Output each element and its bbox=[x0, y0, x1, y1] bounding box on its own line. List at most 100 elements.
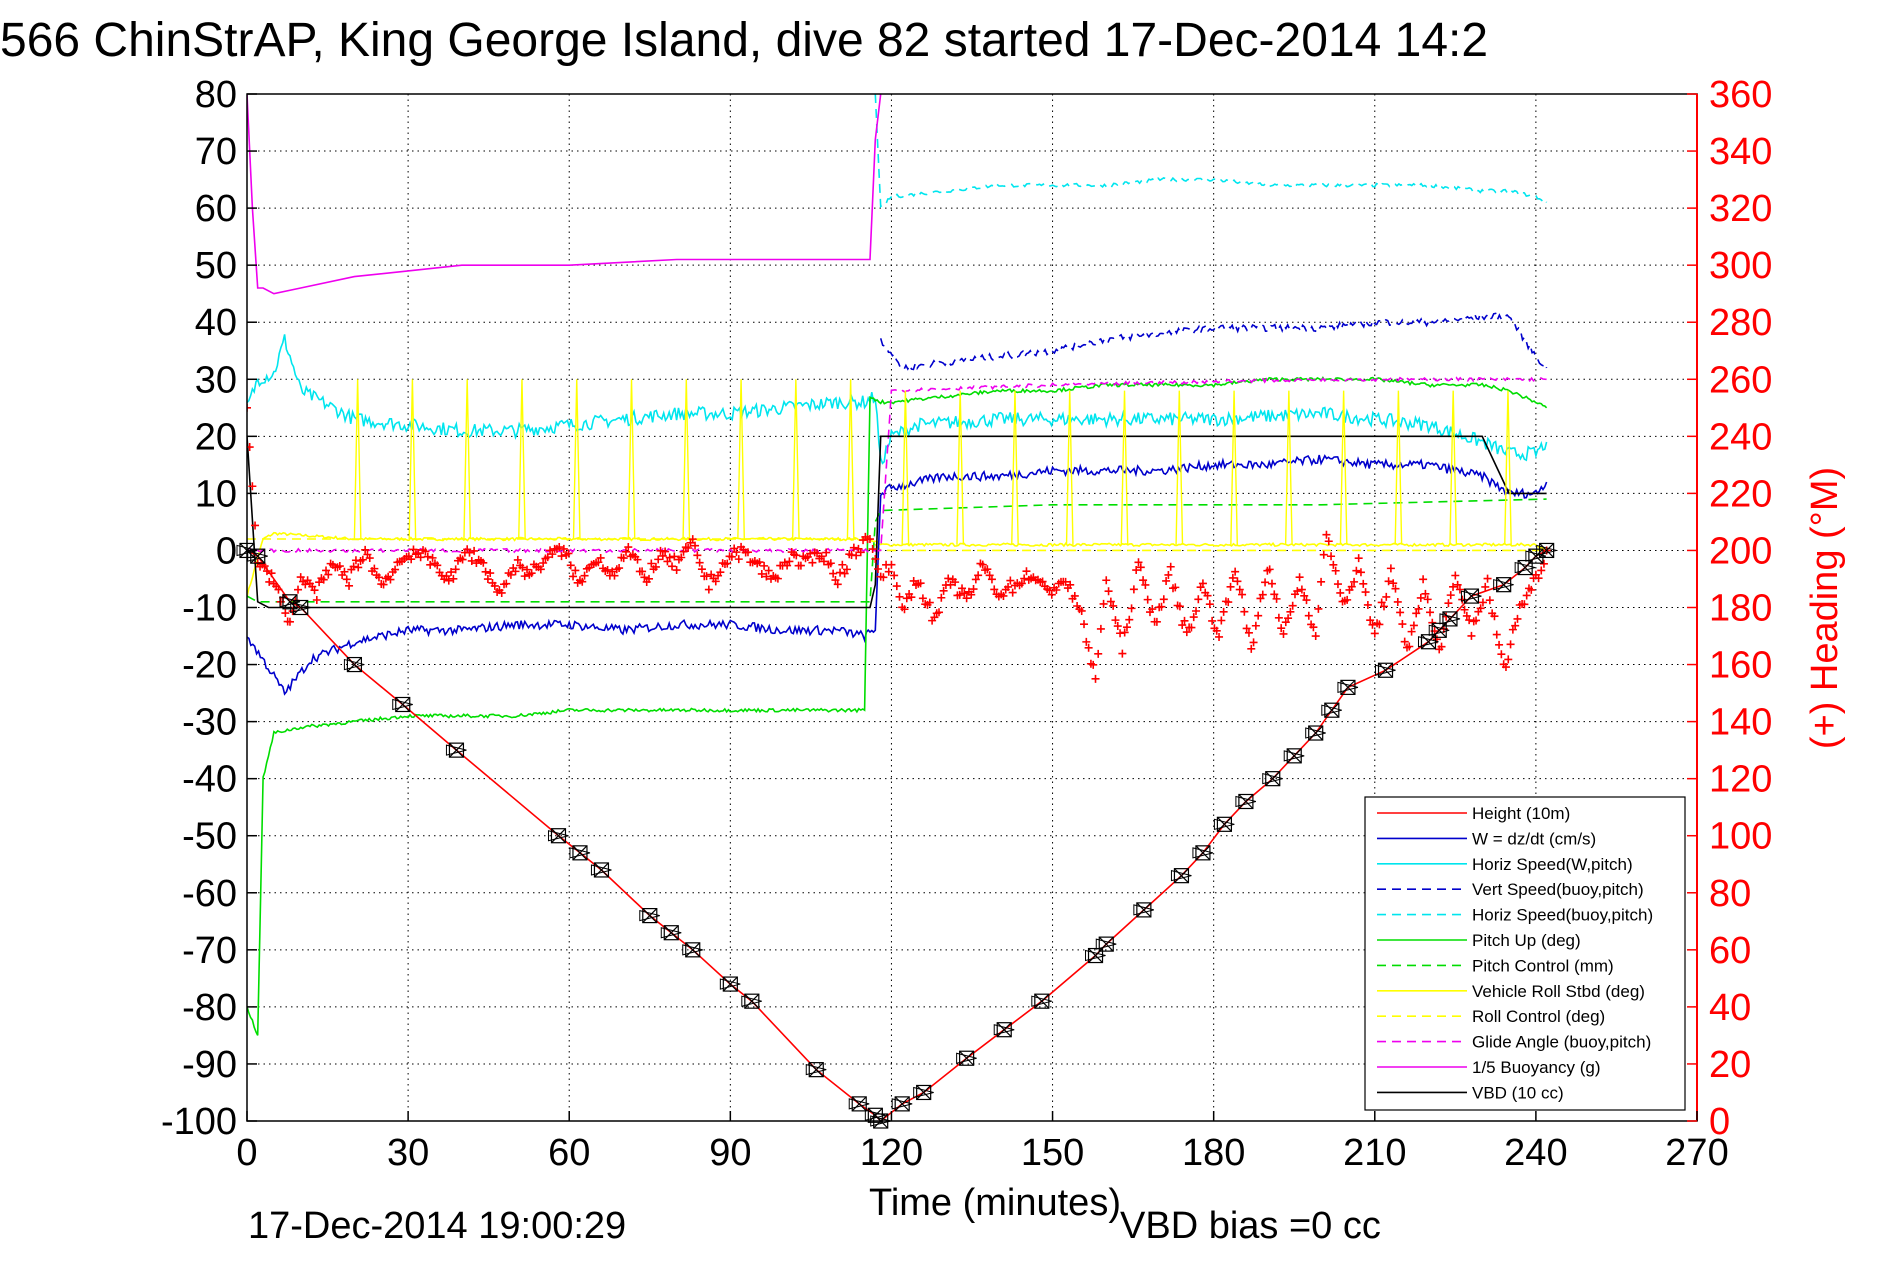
heading-point bbox=[502, 579, 511, 588]
heading-point bbox=[819, 557, 828, 566]
y-tick-label: 50 bbox=[195, 245, 237, 287]
roll-spike bbox=[1394, 390, 1403, 545]
heading-point bbox=[342, 575, 351, 584]
height-marker bbox=[639, 907, 660, 924]
heading-point bbox=[773, 574, 782, 583]
roll-spike bbox=[1120, 390, 1129, 545]
y-right-tick-label: 20 bbox=[1709, 1044, 1751, 1086]
heading-point bbox=[1304, 611, 1313, 620]
heading-point bbox=[1446, 591, 1455, 600]
heading-point bbox=[1476, 604, 1485, 613]
heading-point bbox=[1004, 582, 1013, 591]
roll-spike bbox=[627, 379, 636, 540]
height-marker bbox=[290, 599, 311, 616]
heading-point bbox=[951, 578, 960, 587]
heading-point bbox=[610, 571, 619, 580]
heading-point bbox=[1286, 607, 1295, 616]
legend-label: Pitch Control (mm) bbox=[1472, 956, 1614, 975]
heading-point bbox=[1522, 591, 1531, 600]
chart-title: 566 ChinStrAP, King George Island, dive … bbox=[0, 14, 1488, 67]
heading-point bbox=[1352, 566, 1361, 575]
heading-point bbox=[1182, 628, 1191, 637]
heading-point bbox=[1226, 582, 1235, 591]
height-marker bbox=[392, 696, 413, 713]
x-axis: 0 30 60 90 120 150 180 210 240 270 bbox=[236, 1111, 1729, 1174]
heading-point bbox=[1331, 566, 1340, 575]
heading-point bbox=[1251, 621, 1260, 630]
heading-point bbox=[1419, 575, 1428, 584]
y-tick-label: -70 bbox=[182, 930, 237, 972]
heading-point bbox=[879, 573, 888, 582]
heading-point bbox=[962, 594, 971, 603]
heading-point bbox=[697, 565, 706, 574]
heading-point bbox=[1113, 622, 1122, 631]
heading-point bbox=[826, 559, 835, 568]
heading-point bbox=[1379, 602, 1388, 611]
heading-point bbox=[386, 575, 395, 584]
heading-point bbox=[679, 547, 688, 556]
heading-point bbox=[1120, 628, 1129, 637]
heading-point bbox=[1080, 620, 1089, 629]
y-right-tick-label: 80 bbox=[1709, 873, 1751, 915]
height-marker bbox=[1305, 725, 1326, 741]
roll-spike bbox=[956, 390, 965, 545]
heading-point bbox=[1366, 616, 1375, 625]
heading-point bbox=[651, 562, 660, 571]
heading-point bbox=[958, 584, 967, 593]
heading-point bbox=[895, 592, 904, 601]
y-right-tick-label: 200 bbox=[1709, 530, 1772, 572]
legend-entry: 1/5 Buoyancy (g) bbox=[1377, 1058, 1601, 1077]
heading-point bbox=[619, 554, 628, 563]
heading-point bbox=[974, 571, 983, 580]
heading-point bbox=[969, 585, 978, 594]
y-tick-label: -30 bbox=[182, 702, 237, 744]
heading-point bbox=[624, 543, 633, 552]
height-marker bbox=[1337, 679, 1359, 695]
heading-point bbox=[1052, 585, 1061, 594]
heading-point bbox=[764, 566, 773, 575]
heading-point bbox=[1370, 629, 1379, 638]
heading-point bbox=[1189, 613, 1198, 622]
heading-point bbox=[1423, 595, 1432, 604]
heading-point bbox=[409, 545, 418, 554]
heading-point bbox=[902, 594, 911, 603]
heading-point bbox=[520, 572, 529, 581]
heading-point bbox=[1511, 621, 1520, 630]
heading-point bbox=[608, 567, 617, 576]
roll-spike bbox=[682, 379, 691, 540]
y-tick-label: -80 bbox=[182, 987, 237, 1029]
legend-entry: Roll Control (deg) bbox=[1377, 1007, 1605, 1026]
height-marker bbox=[1493, 577, 1514, 593]
heading-point bbox=[513, 555, 522, 564]
x-tick-label: 90 bbox=[709, 1132, 751, 1174]
heading-point bbox=[1258, 590, 1267, 599]
heading-point bbox=[1297, 585, 1306, 594]
heading-point bbox=[1485, 596, 1494, 605]
heading-point bbox=[1164, 570, 1173, 579]
heading-point bbox=[1451, 571, 1460, 580]
heading-point bbox=[1203, 591, 1212, 600]
height-marker bbox=[1514, 559, 1536, 576]
heading-point bbox=[1070, 591, 1079, 600]
height-marker bbox=[1536, 542, 1557, 559]
heading-point bbox=[916, 579, 925, 588]
roll-spike bbox=[463, 379, 472, 540]
heading-point bbox=[1350, 577, 1359, 586]
legend-entry: Horiz Speed(W,pitch) bbox=[1377, 855, 1633, 874]
heading-point bbox=[248, 482, 257, 491]
heading-point bbox=[1091, 674, 1100, 683]
y-right-tick-label: 240 bbox=[1709, 416, 1772, 458]
heading-point bbox=[987, 575, 996, 584]
heading-point bbox=[421, 547, 430, 556]
heading-point bbox=[1238, 590, 1247, 599]
height-marker bbox=[1283, 748, 1305, 764]
heading-point bbox=[792, 551, 801, 560]
y-tick-label: -50 bbox=[182, 816, 237, 858]
legend-box bbox=[1364, 796, 1686, 1111]
heading-point bbox=[734, 555, 743, 564]
heading-point bbox=[668, 562, 677, 571]
heading-point bbox=[955, 590, 964, 599]
heading-point bbox=[1132, 566, 1141, 575]
heading-point bbox=[1240, 607, 1249, 616]
heading-point bbox=[1104, 587, 1113, 596]
